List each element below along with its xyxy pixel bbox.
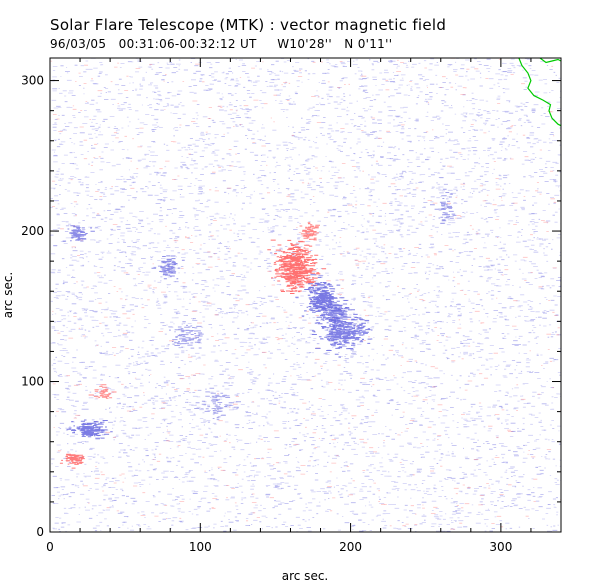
- flux-region-strokes: [66, 419, 113, 440]
- flux-region-strokes: [267, 239, 327, 294]
- flux-region-positive: [267, 239, 327, 294]
- contour-line: [518, 58, 561, 127]
- y-axis-label: arc sec.: [1, 272, 15, 318]
- y-tick-label: 300: [21, 74, 44, 88]
- flux-region-strokes: [88, 384, 117, 399]
- noise-negative-faint: [50, 58, 561, 532]
- magnetic-field-map: [50, 58, 561, 532]
- y-tick-label: 200: [21, 224, 44, 238]
- flux-region-negative: [194, 387, 241, 421]
- chart-title: Solar Flare Telescope (MTK) : vector mag…: [50, 16, 447, 34]
- flux-region-negative: [169, 321, 204, 349]
- flux-region-positive: [88, 384, 117, 399]
- x-axis-label: arc sec.: [282, 569, 328, 583]
- x-tick-label: 300: [489, 540, 512, 554]
- flux-region-negative: [295, 274, 343, 324]
- flux-region-negative: [62, 225, 95, 242]
- x-tick-label: 0: [46, 540, 54, 554]
- flux-region-positive: [299, 222, 320, 241]
- flux-region-negative: [430, 188, 457, 224]
- noise-negative: [50, 58, 561, 532]
- x-tick-label: 100: [189, 540, 212, 554]
- flux-region-negative: [66, 419, 113, 440]
- flux-region-strokes: [151, 255, 185, 280]
- contour-line: [539, 58, 561, 64]
- flux-region-strokes: [311, 307, 373, 358]
- flux-region-strokes: [59, 453, 85, 469]
- y-tick-label: 0: [36, 525, 44, 539]
- flux-region-positive: [59, 453, 85, 469]
- axis-ticks: 0 100 200 300 0 100 200 300: [21, 58, 562, 554]
- flux-region-strokes: [169, 321, 204, 349]
- flux-region-strokes: [295, 274, 343, 324]
- chart-subtitle: 96/03/05 00:31:06-00:32:12 UT W10'28'' N…: [50, 37, 393, 51]
- flux-region-strokes: [194, 387, 241, 421]
- x-tick-label: 200: [339, 540, 362, 554]
- y-tick-label: 100: [21, 375, 44, 389]
- flux-region-negative: [151, 255, 185, 280]
- flux-region-strokes: [299, 222, 320, 241]
- flux-region-strokes: [315, 297, 355, 330]
- flux-region-negative: [311, 307, 373, 358]
- flux-region-strokes: [62, 225, 95, 242]
- flux-region-negative: [315, 297, 355, 330]
- noise-positive: [50, 58, 561, 530]
- plot-frame: [49, 57, 562, 533]
- flux-region-strokes: [430, 188, 457, 224]
- contour-lines: [518, 58, 561, 127]
